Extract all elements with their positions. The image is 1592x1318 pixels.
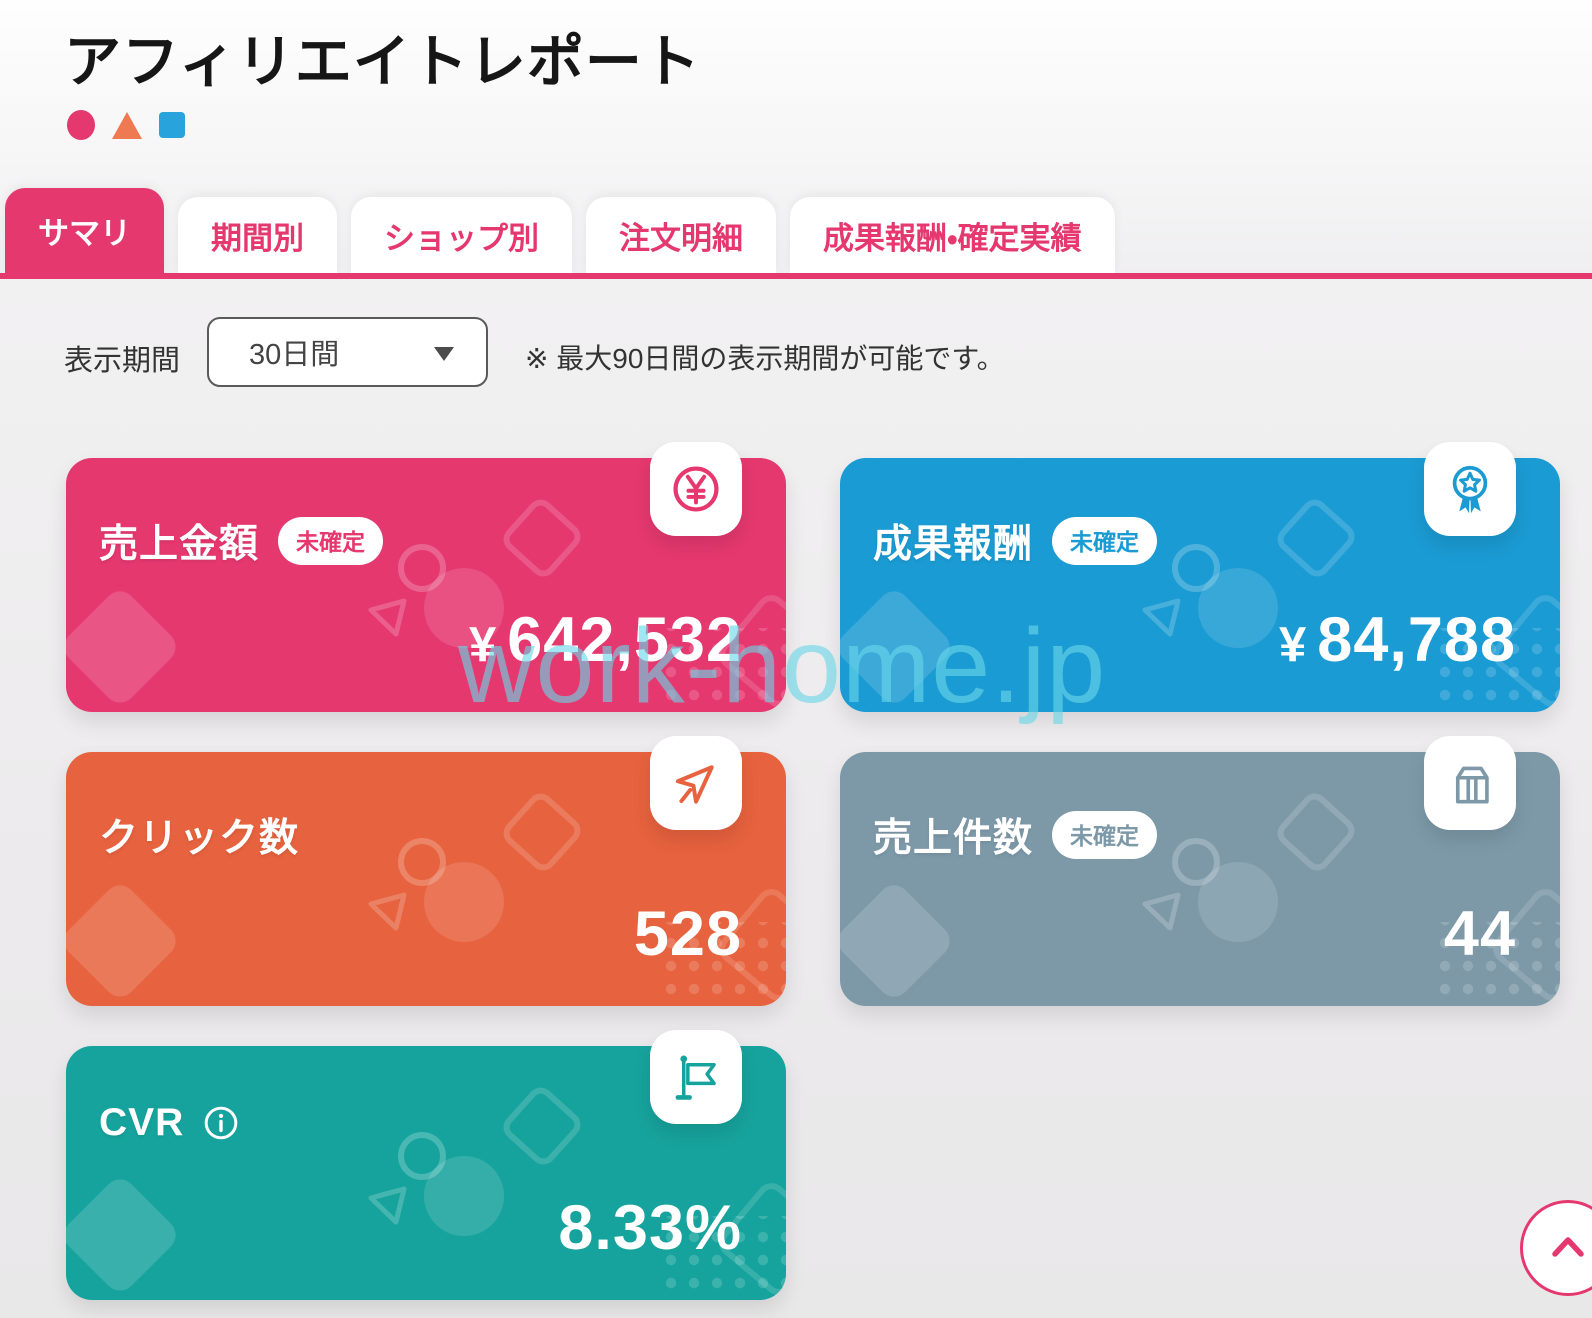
tab-summary[interactable]: サマリ [5,188,164,273]
period-note: ※ 最大90日間の表示期間が可能です。 [525,343,1005,374]
tab-order-details[interactable]: 注文明細 [586,197,776,273]
info-icon[interactable] [203,1105,239,1141]
tab-by-shop[interactable]: ショップ別 [351,197,572,273]
cursor-icon [650,736,742,830]
card-label: 売上金額 [99,523,260,566]
tab-underline [0,273,1592,279]
tab-confirmed-results[interactable]: 成果報酬・確定実績 [790,197,1115,273]
card-value: ¥84,788 [1279,605,1516,675]
flag-icon [650,1030,742,1124]
kpi-cards: 売上金額 未確定 ¥642,532 成果報酬 未確定 ¥84,788 [66,442,1560,1300]
chevron-up-icon [1552,1237,1584,1257]
period-select-value: 30日間 [249,339,340,371]
dropdown-caret-icon [434,347,454,361]
card-label: 売上件数 [873,817,1034,860]
card-performance-reward: 成果報酬 未確定 ¥84,788 [840,442,1560,712]
card-value: 8.33% [558,1193,742,1263]
title-shapes [67,110,185,140]
status-badge: 未確定 [1052,517,1158,565]
status-badge: 未確定 [278,517,384,565]
card-label: 成果報酬 [873,523,1034,566]
triangle-shape-icon [112,111,142,139]
circle-shape-icon [67,110,95,140]
period-label: 表示期間 [64,345,181,377]
back-to-top-button[interactable] [1520,1200,1592,1296]
card-sales-count: 売上件数 未確定 44 [840,736,1560,1006]
card-value: ¥642,532 [469,605,742,675]
card-value: 528 [633,899,742,969]
medal-icon [1424,442,1516,536]
page-title: アフィリエイトレポート [64,30,701,94]
status-badge: 未確定 [1052,811,1158,859]
period-select[interactable]: 30日間 [207,317,488,387]
square-shape-icon [159,112,185,138]
card-value: 44 [1443,899,1516,969]
card-sales-amount: 売上金額 未確定 ¥642,532 [66,442,786,712]
tab-bar: サマリ 期間別 ショップ別 注文明細 成果報酬・確定実績 [5,188,1115,273]
tab-by-period[interactable]: 期間別 [178,197,337,273]
card-label: クリック数 [99,817,300,860]
yen-icon [650,442,742,536]
card-click-count: クリック数 528 [66,736,786,1006]
card-label: CVR [99,1101,185,1144]
card-cvr: CVR 8.33% [66,1030,786,1300]
package-icon [1424,736,1516,830]
